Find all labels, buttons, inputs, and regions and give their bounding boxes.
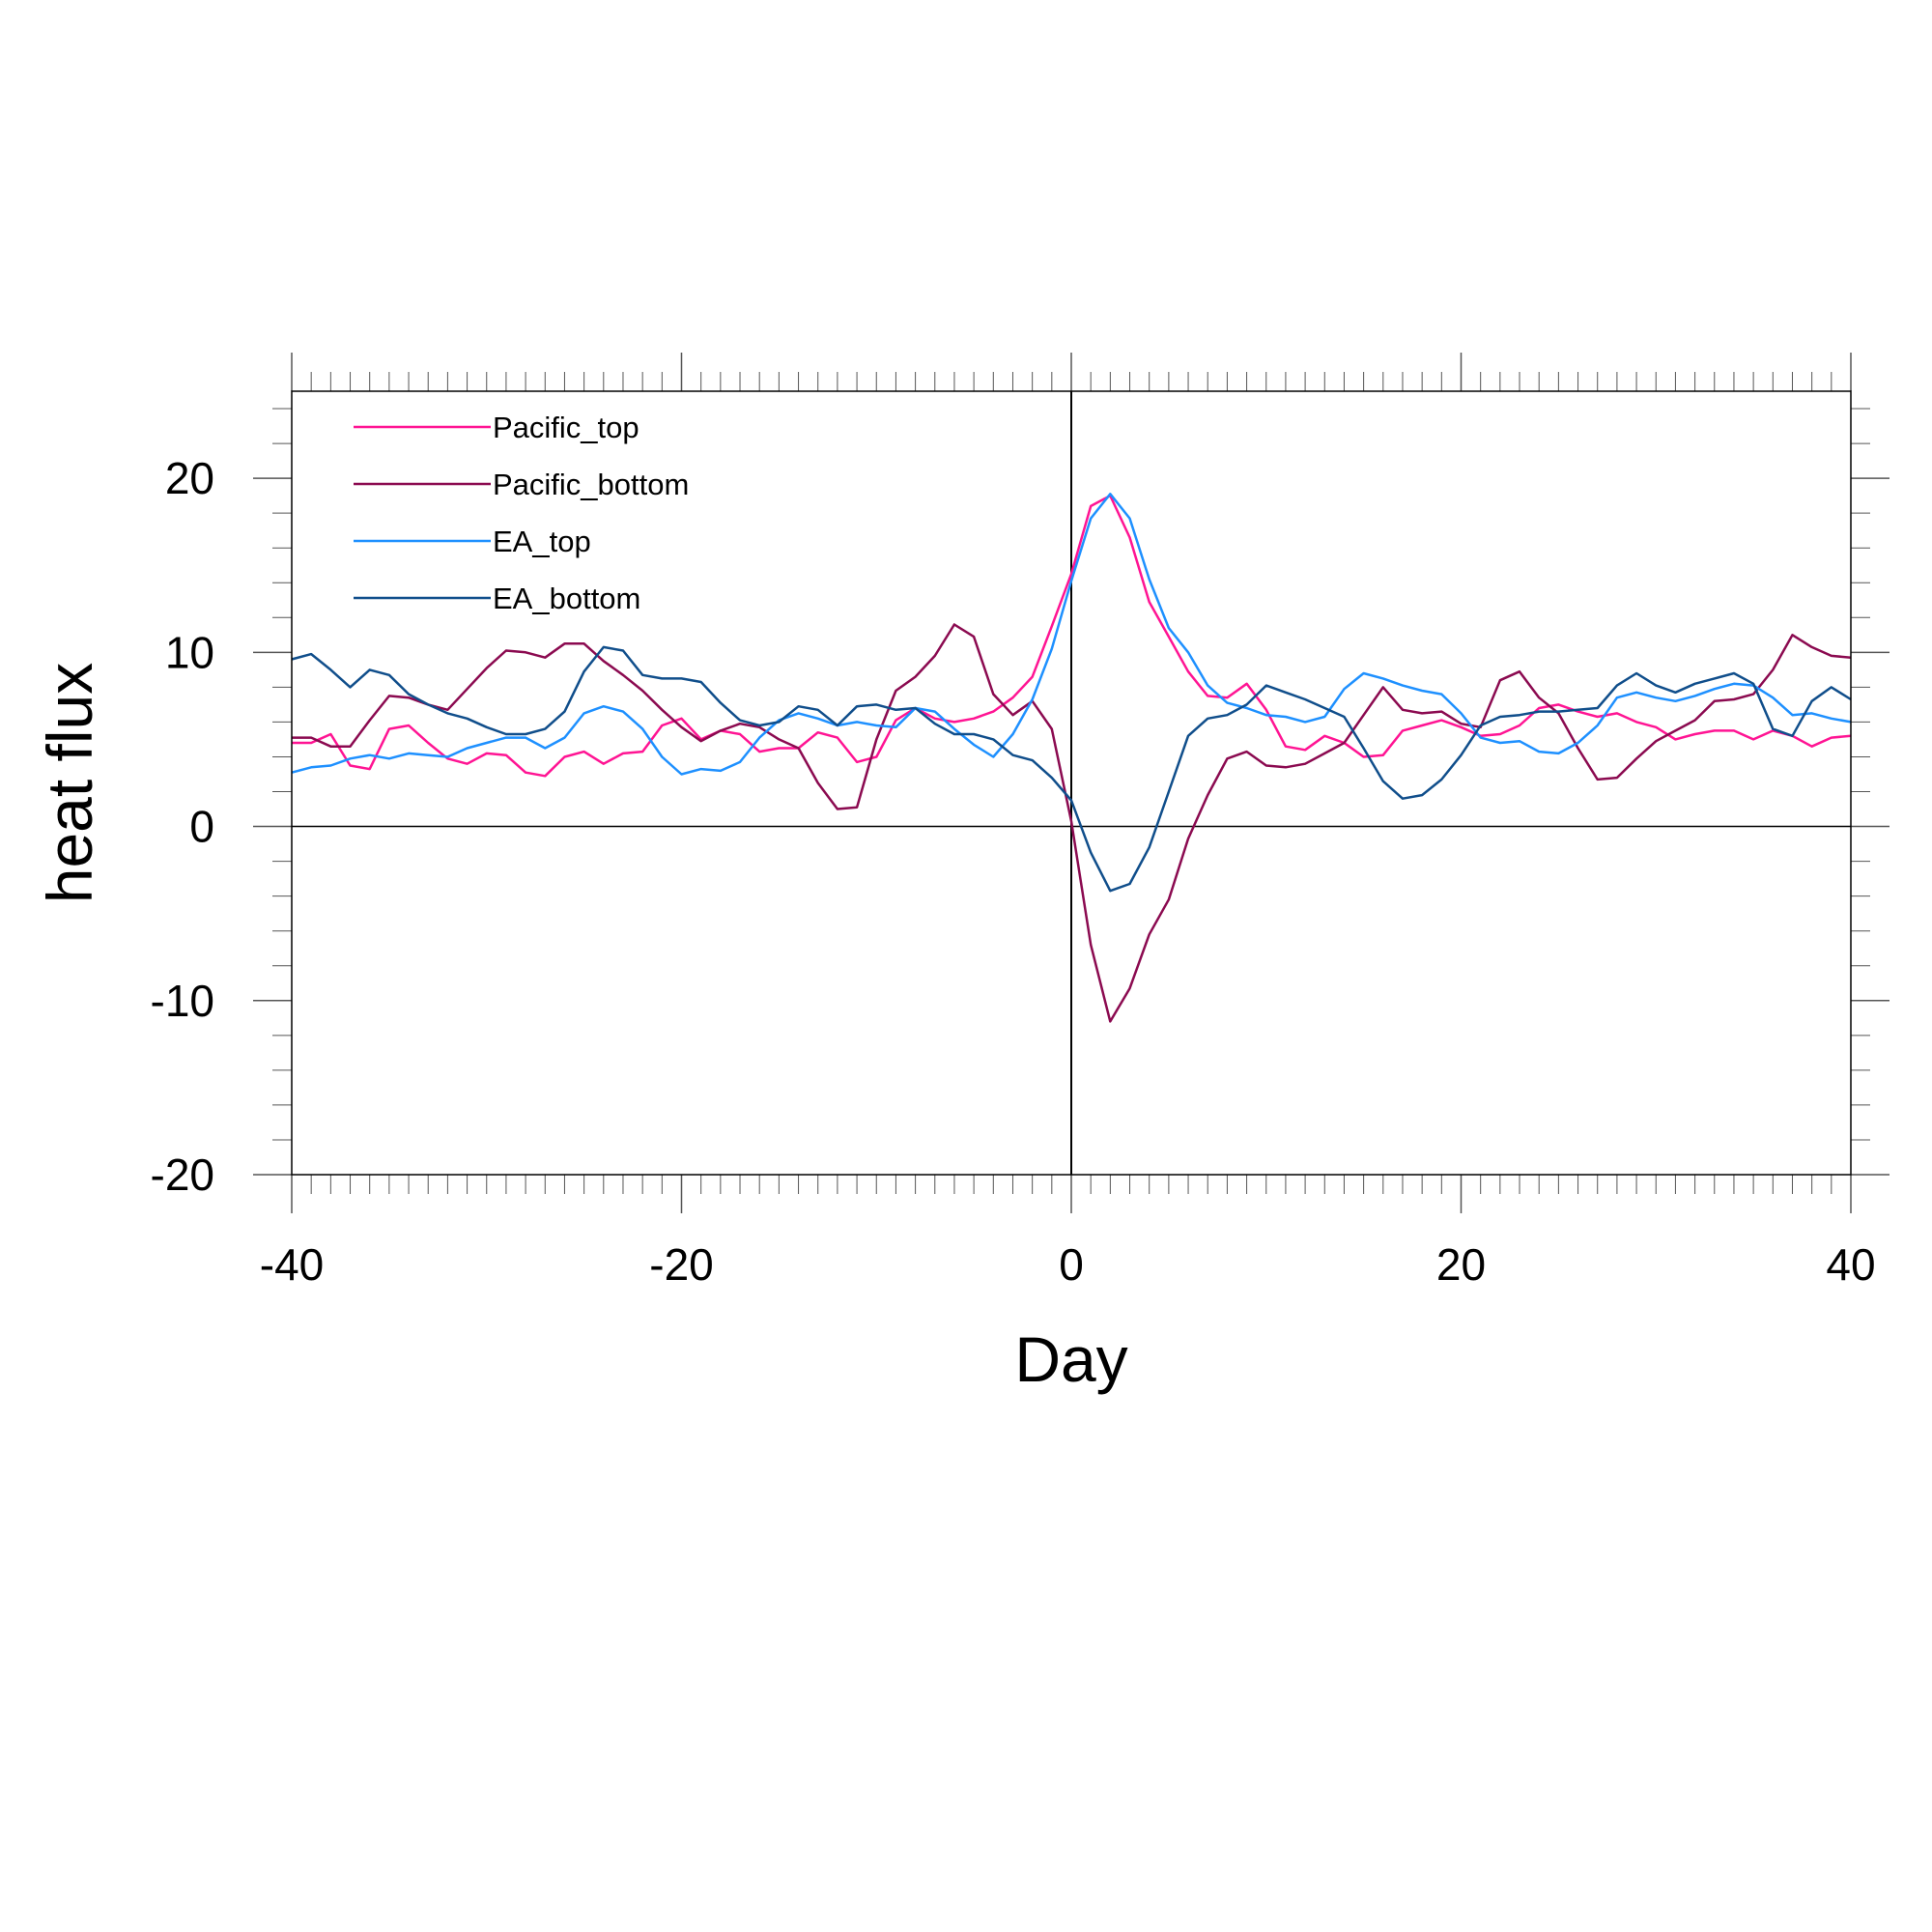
series-line-pacific-top [292,494,1852,778]
x-tick-label: -40 [260,1239,324,1290]
legend: Pacific_top Pacific_bottom EA_top EA_bottom [354,411,689,615]
y-tick-label: 0 [189,802,214,852]
x-tick-label: 40 [1826,1239,1875,1290]
legend-label-pacific-top: Pacific_top [493,411,639,444]
series-layer [291,493,1852,1023]
ticks-layer [253,353,1889,1213]
x-tick-label: 20 [1436,1239,1486,1290]
tick-labels: -40 -20 0 20 40 -20 -10 0 10 20 [151,453,1876,1290]
y-tick-label: 10 [165,627,214,677]
legend-label-pacific-bottom: Pacific_bottom [493,468,689,501]
series-line-pacific-bottom [292,623,1852,1023]
series-line-ea-top [291,493,1852,776]
x-tick-label: 0 [1059,1239,1084,1290]
legend-label-ea-bottom: EA_bottom [493,582,640,615]
plot-frame [291,390,1852,1176]
x-tick-label: -20 [649,1239,713,1290]
series-line-ea-bottom [291,645,1852,893]
y-tick-label: -10 [151,976,214,1026]
y-axis-title: heat flux [34,663,105,904]
x-axis-title: Day [1014,1323,1127,1395]
legend-label-ea-top: EA_top [493,525,591,558]
y-tick-label: -20 [151,1150,214,1200]
y-tick-label: 20 [165,453,214,503]
